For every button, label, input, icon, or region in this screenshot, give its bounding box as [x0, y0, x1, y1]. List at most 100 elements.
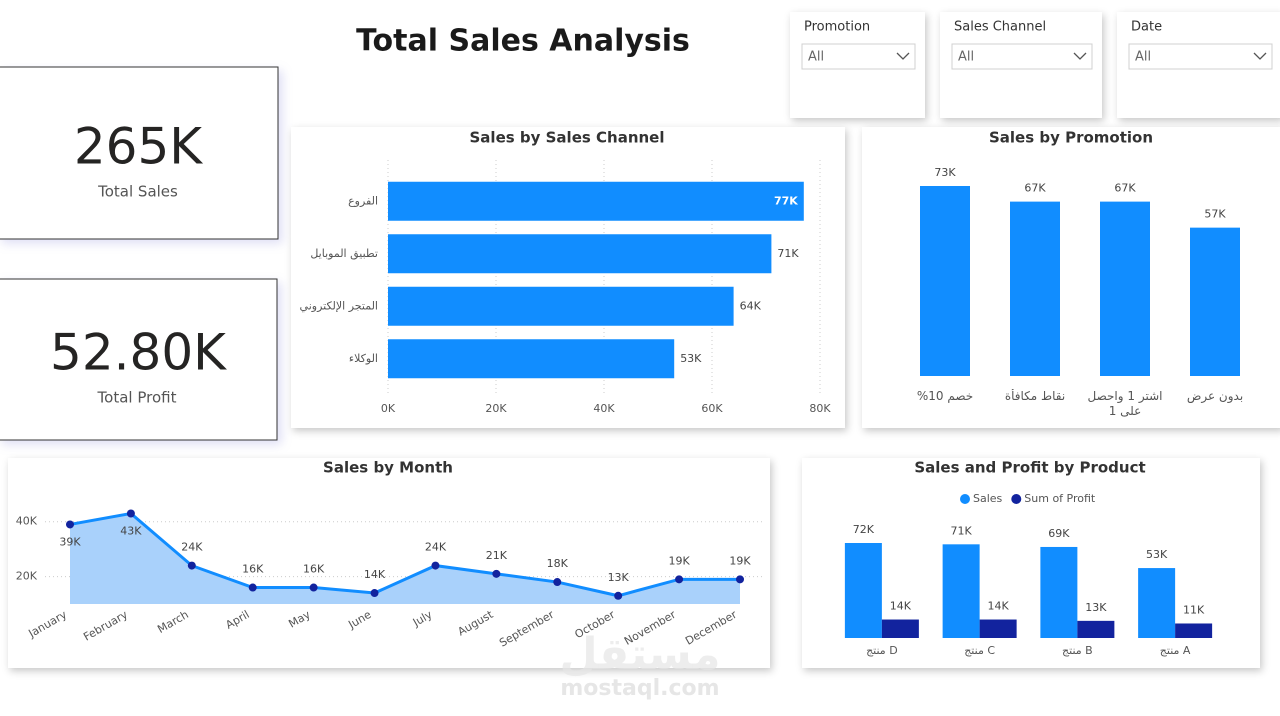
data-label: 19K	[668, 554, 690, 567]
x-tick-label: منتج C	[964, 644, 995, 657]
data-label: 73K	[934, 166, 956, 179]
x-tick-label: نقاط مكافأة	[1004, 389, 1066, 403]
data-label: 67K	[1024, 182, 1046, 195]
y-tick-label: تطبيق الموبايل	[310, 247, 378, 261]
data-label: 71K	[951, 524, 973, 537]
marker	[187, 561, 196, 570]
bar	[1100, 201, 1150, 376]
x-tick-label: اشتر 1 واحصل على 1	[1087, 389, 1163, 418]
bar	[388, 339, 675, 379]
watermark: mostaql.com	[560, 676, 719, 701]
bar	[388, 286, 734, 326]
bar	[1175, 623, 1213, 638]
dropdown[interactable]	[1128, 43, 1273, 70]
data-label: 24K	[181, 541, 203, 554]
marker	[492, 569, 501, 578]
chevron	[896, 52, 910, 60]
bar	[1190, 227, 1240, 376]
marker	[126, 509, 135, 518]
dropdown[interactable]	[951, 43, 1093, 70]
data-label: 16K	[242, 563, 264, 576]
data-label: 71K	[777, 247, 799, 260]
y-tick-label: 20K	[16, 570, 38, 583]
marker	[66, 520, 74, 529]
bar	[920, 186, 970, 376]
data-label: 14K	[988, 600, 1010, 613]
data-label: 67K	[1114, 182, 1136, 195]
x-tick-label: 20K	[485, 402, 507, 415]
chart-title: Sales by Month	[323, 459, 453, 477]
marker	[614, 591, 623, 600]
y-tick-label: الفروع	[348, 194, 378, 207]
x-tick-label: 60K	[701, 402, 723, 415]
x-tick-label: 80K	[809, 402, 831, 415]
data-label: 13K	[608, 571, 630, 584]
slicer-label: Date	[1131, 20, 1162, 35]
y-tick-label: 40K	[16, 515, 38, 528]
data-label: 69K	[1048, 527, 1070, 540]
chevron	[1073, 52, 1087, 60]
marker	[370, 589, 379, 598]
marker	[553, 578, 562, 587]
data-label: 53K	[680, 352, 702, 365]
bar	[1077, 620, 1115, 638]
data-label: 16K	[303, 563, 325, 576]
panel	[291, 127, 845, 428]
data-label: 72K	[853, 523, 875, 536]
dropdown-value: All	[958, 50, 974, 65]
x-tick-label-box: بدون عرض	[1186, 389, 1244, 403]
marker	[736, 575, 744, 584]
watermark: مستقل	[560, 629, 721, 680]
x-tick-label: بدون عرض	[1186, 389, 1244, 403]
x-tick-label: منتج D	[866, 644, 898, 657]
data-label: 14K	[364, 568, 386, 581]
bar	[388, 181, 804, 221]
slicer-label: Sales Channel	[954, 20, 1046, 35]
data-label: 39K	[59, 535, 81, 548]
slicer-label: Promotion	[804, 20, 870, 35]
data-label: 19K	[729, 554, 751, 567]
data-label: 77K	[774, 194, 798, 207]
dropdown-value: All	[1135, 50, 1151, 65]
data-label: 21K	[486, 549, 508, 562]
bar	[1010, 201, 1060, 376]
card	[0, 66, 279, 240]
x-tick-label: منتج A	[1160, 644, 1191, 657]
marker	[431, 561, 440, 570]
marker	[675, 575, 684, 584]
bar	[844, 543, 882, 638]
data-label: 57K	[1204, 208, 1226, 221]
dropdown-value: All	[808, 50, 824, 65]
area	[70, 513, 740, 604]
data-label: 64K	[740, 299, 762, 312]
slicers: Promotion All Sales Channel All Date All	[790, 12, 1280, 118]
data-label: 43K	[120, 524, 142, 537]
card-label: Total Profit	[97, 389, 177, 407]
data-label: 13K	[1085, 601, 1107, 614]
line	[69, 511, 740, 598]
x-tick-label-box: اشتر 1 واحصل على 1	[1087, 389, 1163, 418]
marker	[309, 583, 318, 592]
x-tick-label: خصم 10%	[916, 389, 974, 403]
chart-title: Sales and Profit by Product	[914, 459, 1145, 477]
legend-label: Sum of Profit	[1024, 492, 1096, 505]
x-tick-label: منتج B	[1062, 644, 1093, 657]
data-label: 14K	[890, 600, 912, 613]
bar	[388, 234, 772, 274]
data-label: 53K	[1146, 548, 1168, 561]
card	[0, 278, 278, 441]
bar	[1040, 546, 1078, 638]
x-tick-label: 40K	[593, 402, 615, 415]
legend-swatch	[1011, 494, 1022, 504]
chart-title: Sales by Promotion	[989, 129, 1153, 147]
y-tick-label: المتجر الإلكتروني	[300, 299, 378, 312]
page-title: Total Sales Analysis	[356, 24, 690, 59]
bar	[942, 544, 980, 638]
card-label: Total Sales	[97, 183, 178, 201]
data-label: 11K	[1183, 603, 1205, 616]
marker	[248, 583, 257, 592]
card-value: 52.80K	[50, 324, 227, 382]
dropdown[interactable]	[801, 43, 916, 70]
data-label: 18K	[547, 557, 569, 570]
